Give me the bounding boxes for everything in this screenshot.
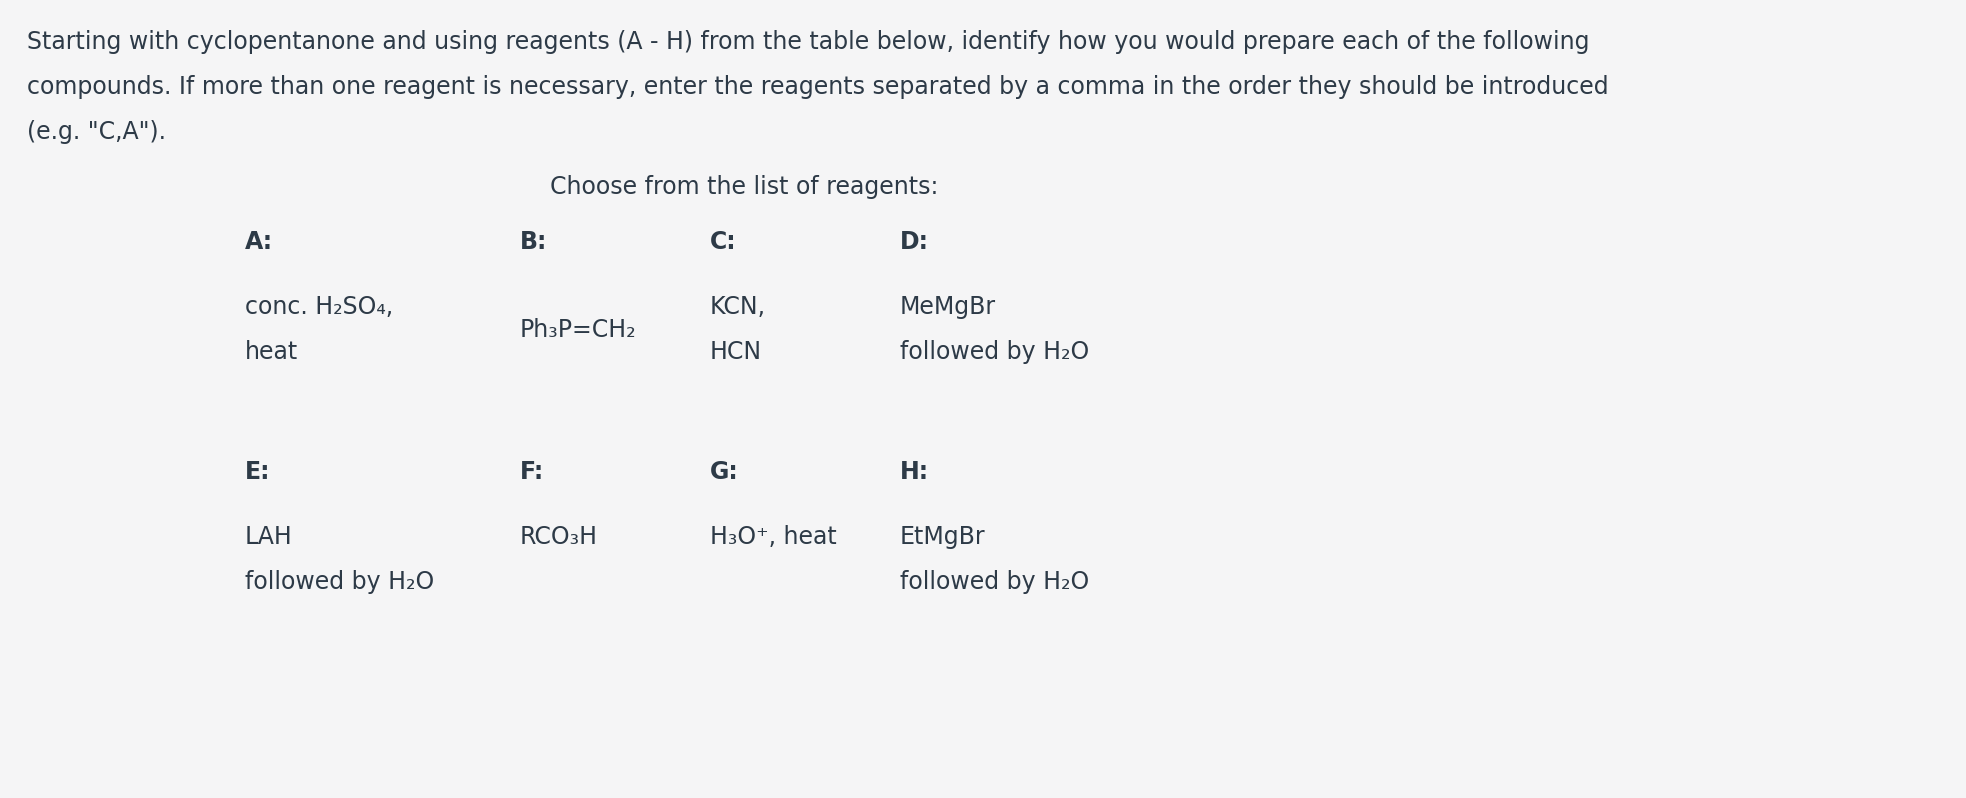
Text: LAH: LAH [246,525,293,549]
Text: E:: E: [246,460,271,484]
Text: G:: G: [710,460,739,484]
Text: (e.g. "C,A").: (e.g. "C,A"). [28,120,165,144]
Text: HCN: HCN [710,340,763,364]
Text: Choose from the list of reagents:: Choose from the list of reagents: [550,175,938,199]
Text: conc. H₂SO₄,: conc. H₂SO₄, [246,295,393,319]
Text: RCO₃H: RCO₃H [519,525,598,549]
Text: A:: A: [246,230,273,254]
Text: compounds. If more than one reagent is necessary, enter the reagents separated b: compounds. If more than one reagent is n… [28,75,1608,99]
Text: C:: C: [710,230,737,254]
Text: Starting with cyclopentanone and using reagents (A - H) from the table below, id: Starting with cyclopentanone and using r… [28,30,1589,54]
Text: followed by H₂O: followed by H₂O [900,340,1089,364]
Text: MeMgBr: MeMgBr [900,295,997,319]
Text: followed by H₂O: followed by H₂O [246,570,434,594]
Text: Ph₃P=CH₂: Ph₃P=CH₂ [519,318,637,342]
Text: D:: D: [900,230,930,254]
Text: heat: heat [246,340,299,364]
Text: F:: F: [519,460,545,484]
Text: H:: H: [900,460,930,484]
Text: EtMgBr: EtMgBr [900,525,985,549]
Text: followed by H₂O: followed by H₂O [900,570,1089,594]
Text: H₃O⁺, heat: H₃O⁺, heat [710,525,838,549]
Text: B:: B: [519,230,547,254]
Text: KCN,: KCN, [710,295,767,319]
